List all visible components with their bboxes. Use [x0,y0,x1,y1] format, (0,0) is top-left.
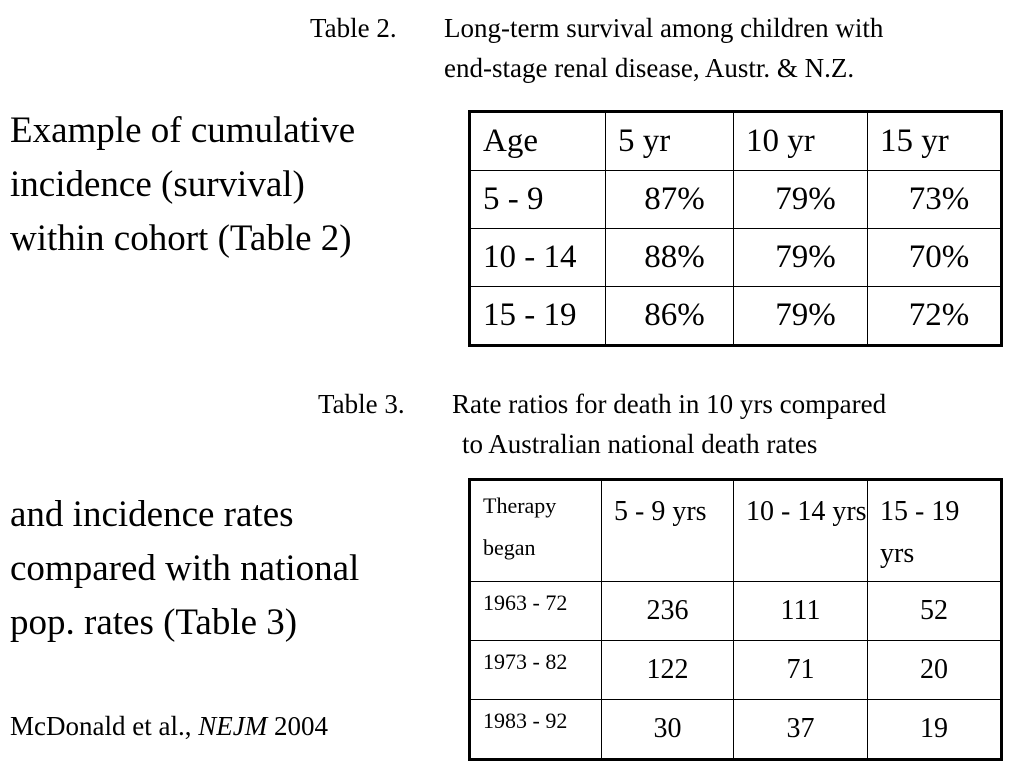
side-text-block1: Example of cumulative incidence (surviva… [10,104,355,266]
column-header: 15 yr [867,111,1002,171]
table3: Therapy began 5 - 9 yrs 10 - 14 yrs 15 -… [468,478,1003,761]
table-cell: 20 [867,640,1002,700]
side-text-line: compared with national [10,548,360,589]
column-header: Therapy began [469,479,602,582]
table-cell: 71 [733,640,868,700]
table-cell: 79% [733,228,868,287]
column-header: Age [469,111,606,171]
row-label: 15 - 19 [469,286,606,346]
table-cell: 19 [867,699,1002,760]
table3-caption: Table 3. Rate ratios for death in 10 yrs … [318,384,886,424]
table3-title-line2: to Australian national death rates [462,429,818,459]
side-text-line: Example of cumulative [10,110,356,151]
column-header: 5 yr [605,111,734,171]
citation-year: 2004 [273,711,328,741]
side-text-line: within cohort (Table 2) [10,218,352,259]
table-cell: 73% [867,170,1002,229]
table-row: 15 - 19 86% 79% 72% [469,286,1002,346]
table-cell: 87% [605,170,734,229]
table2: Age 5 yr 10 yr 15 yr 5 - 9 87% 79% 73% 1… [468,110,1003,347]
table-row: 1973 - 82 122 71 20 [469,640,1002,700]
table-cell: 236 [601,581,734,641]
table2-title-line1: Long-term survival among children with [444,13,884,43]
table-header-row: Therapy began 5 - 9 yrs 10 - 14 yrs 15 -… [469,479,1002,582]
table2-title-line2: end-stage renal disease, Austr. & N.Z. [444,53,855,83]
column-header: 15 - 19 yrs [867,479,1002,582]
table-cell: 70% [867,228,1002,287]
row-label: 10 - 14 [469,228,606,287]
side-text-line: and incidence rates [10,494,294,535]
table-row: 1963 - 72 236 111 52 [469,581,1002,641]
table3-number: Table 3. [318,389,405,419]
table-cell: 86% [605,286,734,346]
table-cell: 79% [733,170,868,229]
table-cell: 30 [601,699,734,760]
table-cell: 72% [867,286,1002,346]
row-label: 5 - 9 [469,170,606,229]
table-cell: 122 [601,640,734,700]
citation-journal: NEJM [198,711,268,741]
side-text-block2: and incidence rates compared with nation… [10,488,359,650]
table-cell: 111 [733,581,868,641]
table-row: 5 - 9 87% 79% 73% [469,170,1002,229]
table3-title-line1: Rate ratios for death in 10 yrs compared [452,389,887,419]
row-label: 1983 - 92 [469,699,602,760]
citation-authors: McDonald et al., [10,711,192,741]
table-row: 10 - 14 88% 79% 70% [469,228,1002,287]
table-row: 1983 - 92 30 37 19 [469,699,1002,760]
side-text-line: incidence (survival) [10,164,305,205]
column-header: 5 - 9 yrs [601,479,734,582]
table2-number: Table 2. [310,13,397,43]
table-cell: 79% [733,286,868,346]
side-text-line: pop. rates (Table 3) [10,602,298,643]
table-cell: 52 [867,581,1002,641]
row-label: 1973 - 82 [469,640,602,700]
citation: McDonald et al., NEJM 2004 [10,710,328,742]
table-cell: 37 [733,699,868,760]
table-header-row: Age 5 yr 10 yr 15 yr [469,111,1002,171]
column-header: 10 yr [733,111,868,171]
column-header: 10 - 14 yrs [733,479,868,582]
row-label: 1963 - 72 [469,581,602,641]
table2-caption: Table 2. Long-term survival among childre… [310,8,883,48]
table-cell: 88% [605,228,734,287]
